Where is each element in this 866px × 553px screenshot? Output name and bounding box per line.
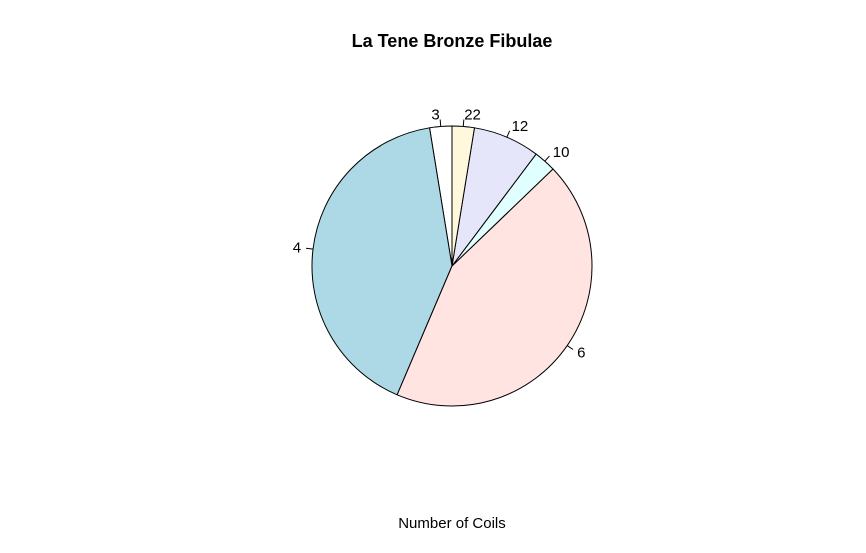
pie-slice-6 <box>396 168 593 407</box>
pie-slices <box>311 125 593 407</box>
x-axis-label: Number of Coils <box>398 515 506 532</box>
pie-slice-22 <box>451 125 476 267</box>
pie-label-22: 22 <box>464 106 481 123</box>
pie-label-3: 3 <box>431 106 439 123</box>
pie-tick-10 <box>544 155 550 162</box>
chart-title: La Tene Bronze Fibulae <box>352 31 553 51</box>
pie-tick-12 <box>506 130 511 138</box>
pie-slice-4 <box>311 127 453 396</box>
pie-label-12: 12 <box>512 118 529 135</box>
pie-tick-6 <box>566 345 574 350</box>
pie-tick-22 <box>462 119 465 127</box>
pie-label-10: 10 <box>553 144 570 161</box>
pie-tick-3 <box>439 119 442 127</box>
pie-label-4: 4 <box>293 240 301 257</box>
pie-labels: 3 4 6 10 12 22 <box>293 106 586 361</box>
pie-label-6: 6 <box>577 344 585 361</box>
pie-tick-4 <box>306 247 314 250</box>
